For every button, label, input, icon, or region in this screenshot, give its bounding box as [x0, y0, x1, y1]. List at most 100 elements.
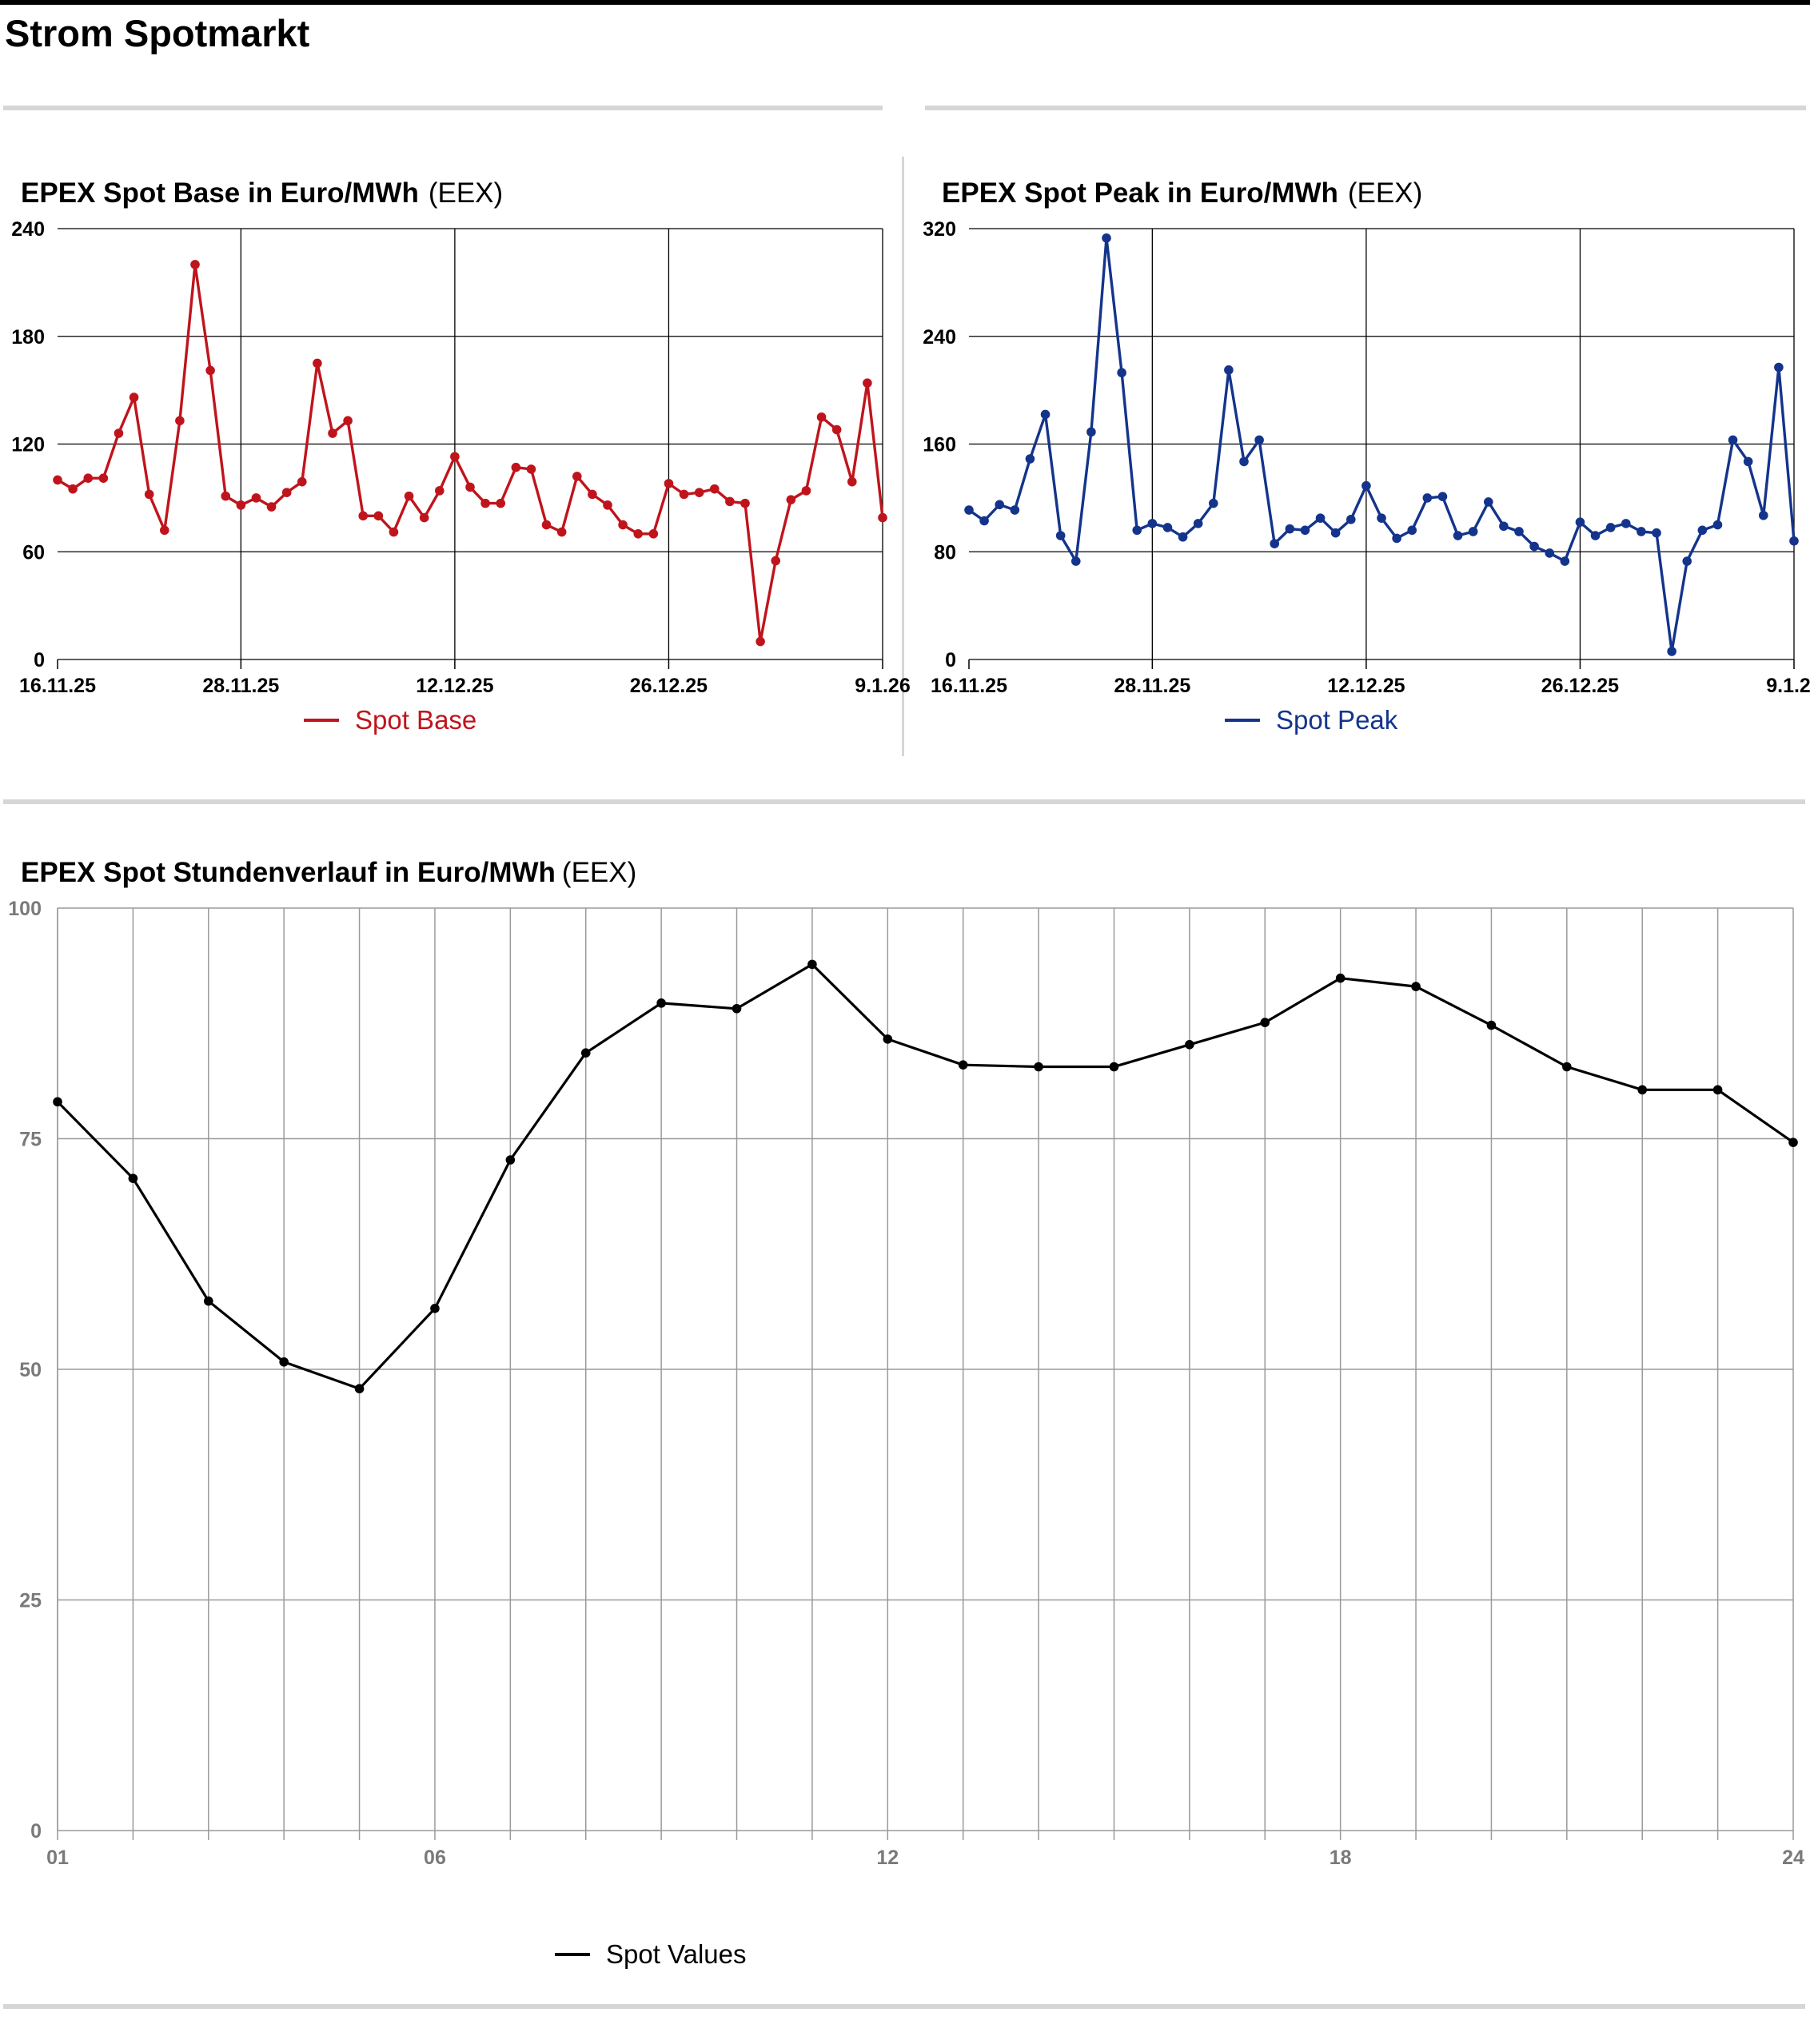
hourly-chart-legend: Spot Values	[555, 1939, 747, 1970]
peak-point-6	[1055, 531, 1066, 540]
base-point-21	[373, 511, 384, 521]
base-point-49	[801, 486, 811, 496]
base-point-36	[603, 500, 612, 510]
hourly-point-8	[656, 998, 666, 1008]
base-point-19	[343, 416, 353, 426]
base-point-41	[679, 489, 689, 500]
base-point-27	[465, 482, 475, 492]
peak-ytick-0: 0	[945, 649, 956, 671]
hourly-legend-swatch	[555, 1953, 590, 1956]
base-point-33	[556, 527, 567, 537]
peak-point-0	[964, 505, 974, 515]
hourly-point-2	[203, 1296, 213, 1306]
base-point-11	[221, 491, 231, 501]
base-point-34	[572, 472, 582, 481]
hourly-point-20	[1562, 1062, 1572, 1072]
base-point-23	[404, 491, 414, 501]
base-ytick-0: 0	[34, 649, 45, 671]
peak-point-24	[1330, 528, 1341, 538]
hourly-legend-label: Spot Values	[606, 1939, 747, 1969]
hourly-point-11	[883, 1034, 893, 1044]
peak-point-9	[1102, 233, 1111, 243]
base-point-13	[251, 493, 261, 503]
hourly-ytick-3: 75	[19, 1129, 42, 1151]
peak-point-17	[1224, 365, 1234, 375]
peak-point-54	[1789, 536, 1799, 546]
peak-xtick-0: 16.11.25	[931, 675, 1007, 697]
peak-point-30	[1422, 493, 1433, 503]
peak-point-20	[1270, 539, 1280, 548]
base-point-1	[68, 484, 78, 494]
hourly-point-6	[505, 1155, 516, 1165]
hourly-point-0	[53, 1097, 62, 1107]
hourly-chart-source: (EEX)	[561, 857, 637, 888]
hourly-series-line	[56, 962, 1794, 1390]
base-point-28	[480, 498, 490, 508]
base-point-2	[83, 473, 94, 483]
hourly-point-22	[1712, 1085, 1723, 1095]
peak-point-12	[1147, 519, 1158, 528]
peak-point-23	[1315, 513, 1326, 523]
base-point-29	[496, 498, 506, 508]
hourly-ytick-2: 50	[19, 1359, 42, 1381]
separator-bottom	[3, 2004, 1805, 2009]
base-point-3	[98, 473, 109, 483]
base-chart: 0 60 120 180 240 16.11.25 28.11.25 12.12.25 26.1…	[11, 218, 910, 697]
peak-xtick-2: 12.12.25	[1327, 675, 1405, 697]
hourly-chart-title: EPEX Spot Stundenverlauf in Euro/MWh	[21, 857, 556, 888]
hourly-chart: 0 25 50 75 100 01 06 12 18 24	[8, 898, 1804, 1869]
hourly-point-13	[1034, 1062, 1043, 1072]
base-point-8	[175, 416, 185, 426]
hourly-ytick-0: 0	[30, 1820, 42, 1843]
base-legend-label: Spot Base	[355, 705, 477, 735]
hourly-point-5	[430, 1304, 440, 1313]
base-point-51	[831, 424, 842, 435]
hourly-xtick-0: 01	[46, 1847, 69, 1869]
base-point-7	[159, 525, 169, 536]
hourly-point-18	[1411, 982, 1421, 991]
base-point-18	[328, 428, 337, 438]
peak-point-52	[1758, 510, 1768, 520]
base-point-42	[694, 488, 704, 497]
peak-point-18	[1239, 456, 1249, 467]
base-xtick-1: 28.11.25	[202, 675, 279, 697]
separator-top-right	[925, 106, 1806, 110]
peak-chart-legend: Spot Peak	[1225, 705, 1397, 735]
peak-point-42	[1605, 523, 1616, 532]
hourly-xtick-2: 12	[876, 1847, 899, 1869]
base-point-43	[709, 484, 720, 494]
hourly-point-10	[807, 959, 817, 970]
base-point-22	[389, 527, 399, 537]
base-point-35	[588, 489, 597, 500]
hourly-ytick-1: 25	[19, 1590, 42, 1612]
hourly-point-7	[580, 1048, 591, 1058]
separator-vertical	[902, 157, 904, 756]
top-rule	[0, 0, 1810, 5]
base-point-46	[755, 636, 765, 647]
peak-chart-title: EPEX Spot Peak in Euro/MWh	[942, 177, 1338, 209]
separator-top-left	[3, 106, 883, 110]
base-point-32	[541, 520, 552, 530]
base-xtick-0: 16.11.25	[19, 675, 96, 697]
base-xtick-4: 9.1.26	[855, 675, 911, 697]
peak-point-34	[1483, 497, 1493, 507]
peak-point-5	[1040, 409, 1051, 420]
peak-point-25	[1346, 515, 1356, 524]
base-point-52	[847, 476, 857, 487]
peak-point-13	[1162, 523, 1173, 532]
base-chart-source: (EEX)	[428, 177, 504, 209]
hourly-point-4	[354, 1384, 365, 1394]
hourly-point-3	[279, 1357, 289, 1367]
peak-point-49	[1712, 520, 1723, 530]
base-xtick-3: 26.12.25	[630, 675, 708, 697]
hourly-point-23	[1788, 1138, 1798, 1147]
base-point-4	[114, 428, 124, 438]
peak-ytick-2: 160	[923, 434, 956, 456]
peak-point-1	[979, 516, 989, 526]
base-xtick-2: 12.12.25	[416, 675, 493, 697]
peak-ytick-1: 80	[934, 541, 956, 564]
peak-point-33	[1468, 527, 1478, 536]
peak-point-29	[1407, 525, 1417, 536]
peak-xtick-4: 9.1.26	[1766, 675, 1810, 697]
base-point-30	[511, 462, 521, 472]
